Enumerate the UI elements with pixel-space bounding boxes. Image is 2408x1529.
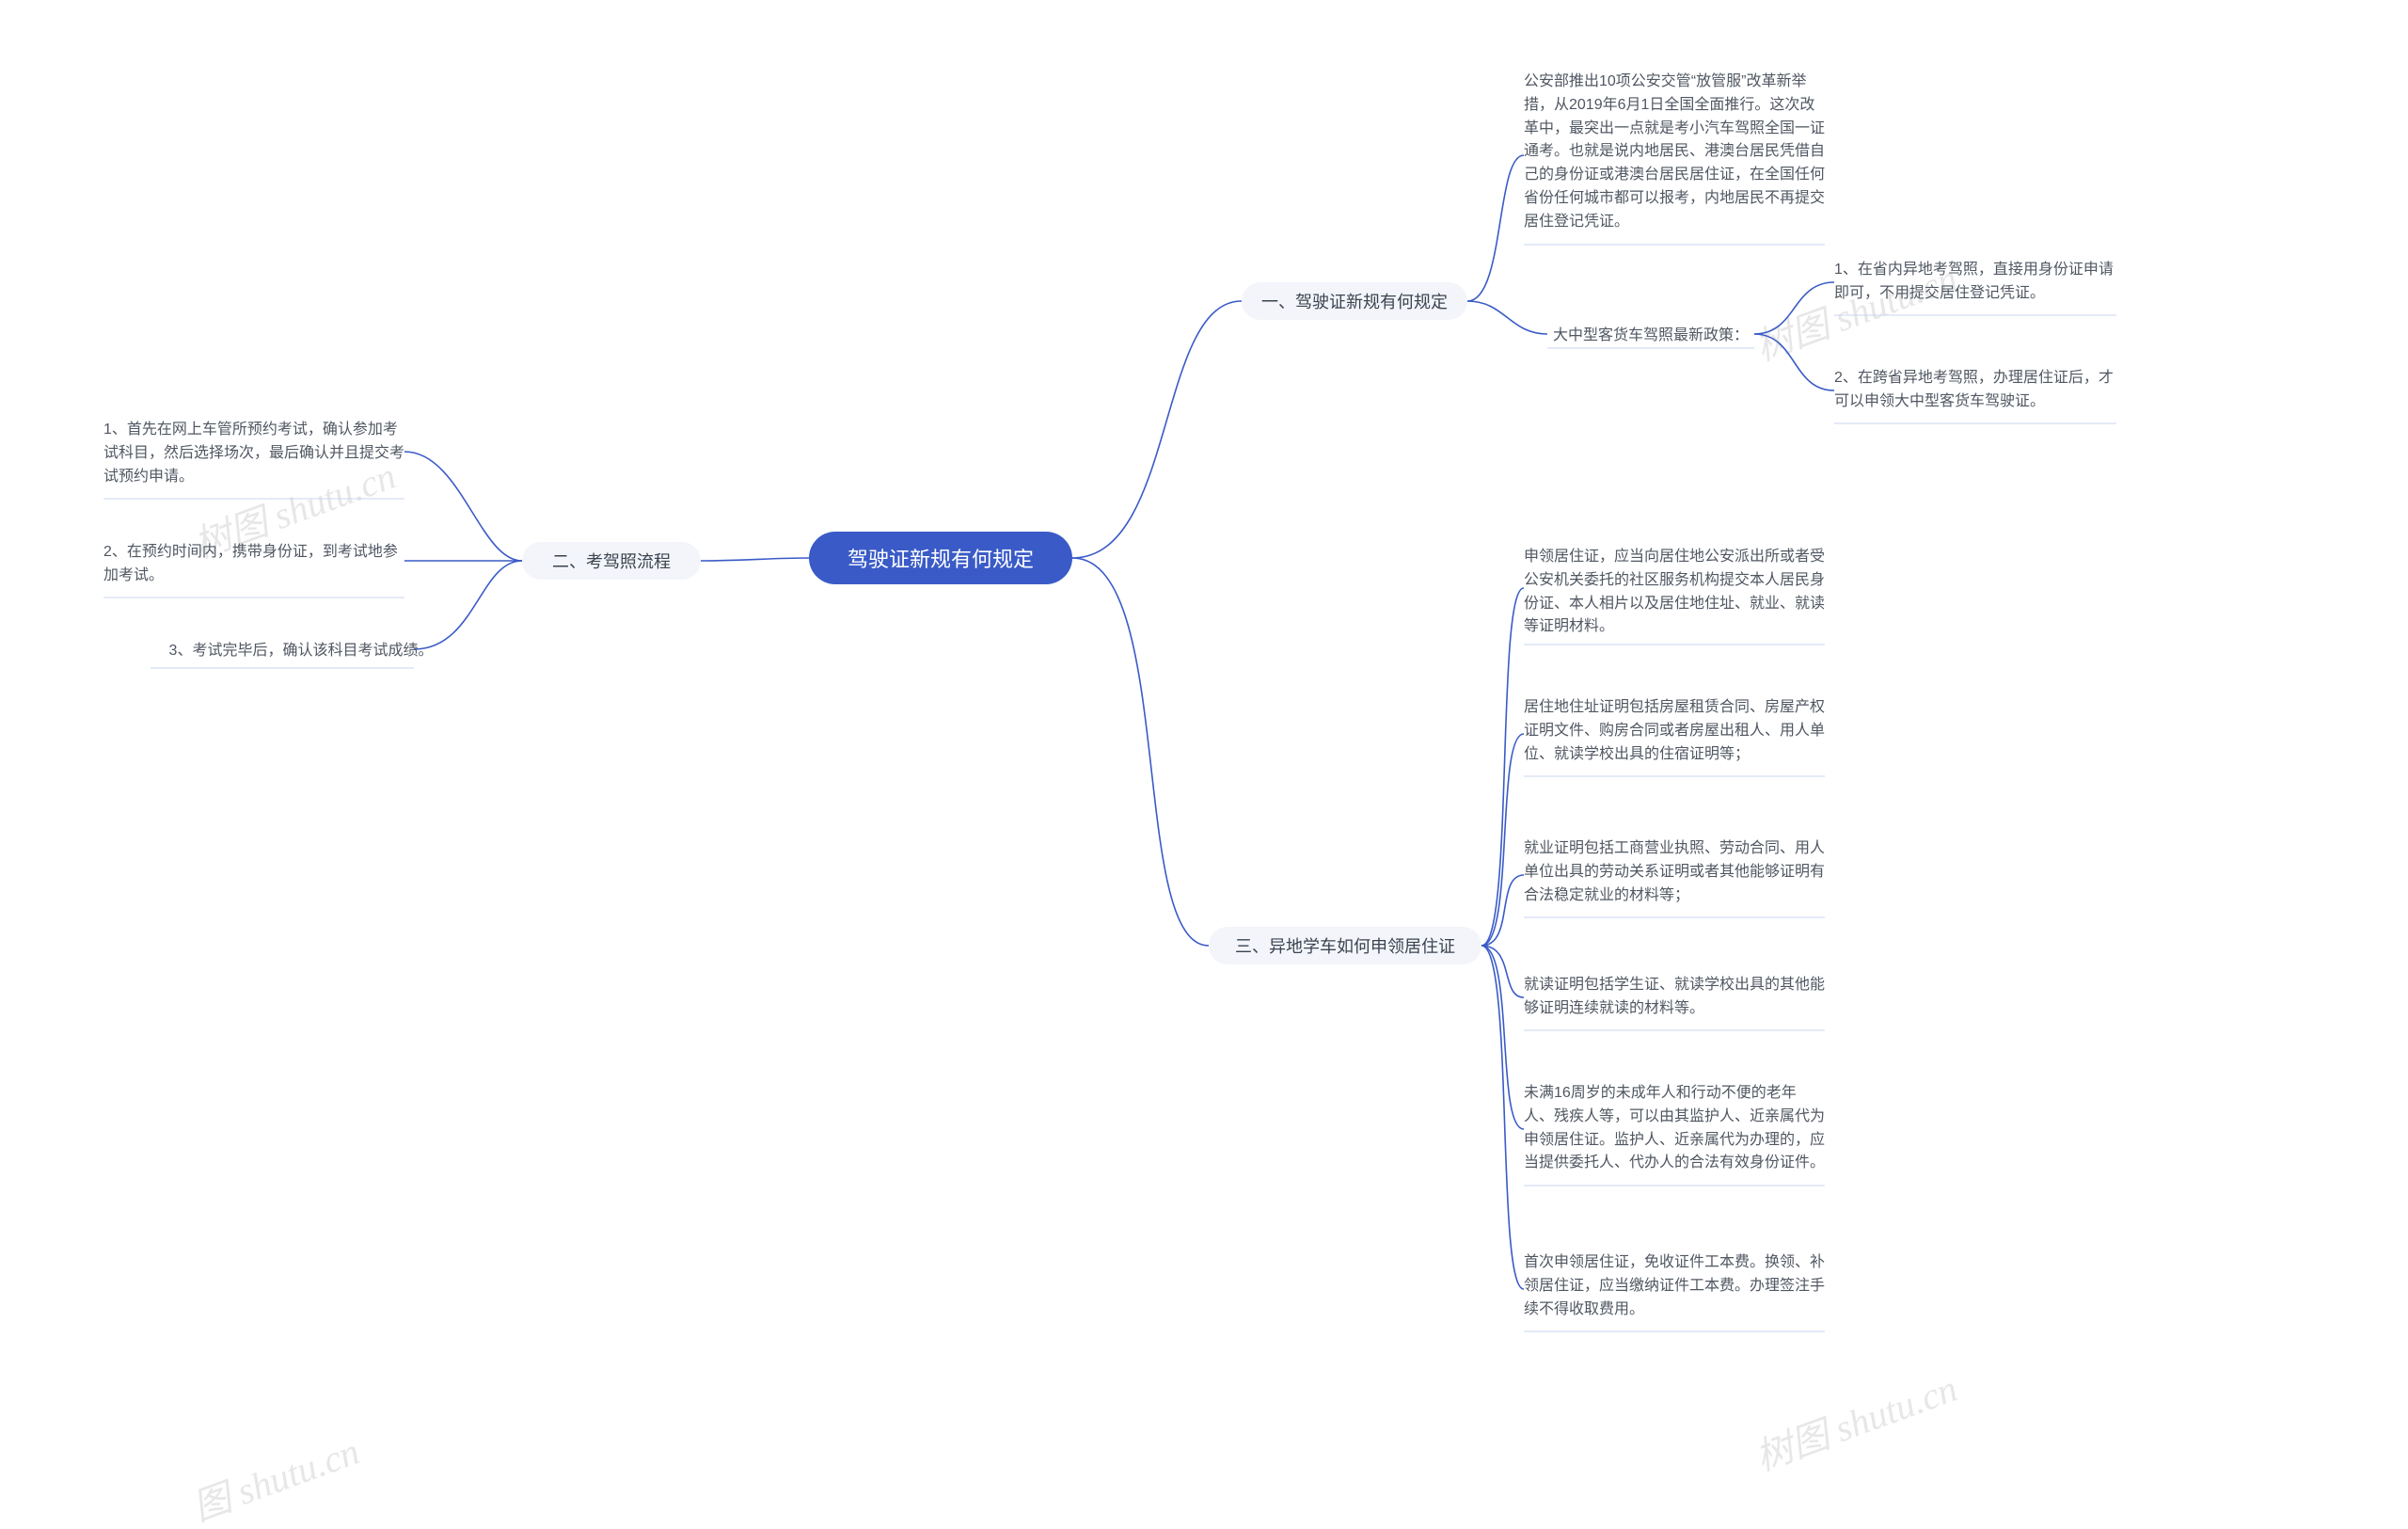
root-label: 驾驶证新规有何规定 xyxy=(848,543,1034,573)
leaf-node: 2、在预约时间内，携带身份证，到考试地参加考试。 xyxy=(103,541,404,588)
leaf-text: 1、首先在网上车管所预约考试，确认参加考试科目，然后选择场次，最后确认并且提交考… xyxy=(103,419,404,488)
leaf-text: 2、在跨省异地考驾照，办理居住证后，才可以申领大中型客货车驾驶证。 xyxy=(1834,367,2116,414)
leaf-text: 居住地住址证明包括房屋租赁合同、房屋产权证明文件、购房合同或者房屋出租人、用人单… xyxy=(1524,696,1825,766)
branch-node-regulations: 一、驾驶证新规有何规定 xyxy=(1242,282,1467,320)
leaf-node: 就业证明包括工商营业执照、劳动合同、用人单位出具的劳动关系证明或者其他能够证明有… xyxy=(1524,837,1825,907)
leaf-node: 未满16周岁的未成年人和行动不便的老年人、残疾人等，可以由其监护人、近亲属代为申… xyxy=(1524,1082,1825,1175)
leaf-node: 申领居住证，应当向居住地公安派出所或者受公安机关委托的社区服务机构提交本人居民身… xyxy=(1524,546,1825,639)
branch-node-process: 二、考驾照流程 xyxy=(522,542,701,580)
branch-node-residence: 三、异地学车如何申领居住证 xyxy=(1209,927,1481,964)
leaf-node: 1、在省内异地考驾照，直接用身份证申请即可，不用提交居住登记凭证。 xyxy=(1834,259,2116,306)
leaf-text: 未满16周岁的未成年人和行动不便的老年人、残疾人等，可以由其监护人、近亲属代为申… xyxy=(1524,1082,1825,1175)
leaf-node: 就读证明包括学生证、就读学校出具的其他能够证明连续就读的材料等。 xyxy=(1524,974,1825,1021)
mindmap-canvas: 树图 shutu.cn 树图 shutu.cn 树图 shutu.cn 图 sh… xyxy=(0,0,2408,1529)
leaf-text: 就业证明包括工商营业执照、劳动合同、用人单位出具的劳动关系证明或者其他能够证明有… xyxy=(1524,837,1825,907)
sub-label-node: 大中型客货车驾照最新政策： xyxy=(1547,325,1754,348)
leaf-node: 首次申领居住证，免收证件工本费。换领、补领居住证，应当缴纳证件工本费。办理签注手… xyxy=(1524,1251,1825,1321)
watermark-text: 图 shutu.cn xyxy=(184,1421,366,1529)
leaf-text: 2、在预约时间内，携带身份证，到考试地参加考试。 xyxy=(103,541,404,588)
sub-label: 大中型客货车驾照最新政策： xyxy=(1553,325,1749,348)
leaf-node: 3、考试完毕后，确认该科目考试成绩。 xyxy=(150,640,452,663)
branch-label: 三、异地学车如何申领居住证 xyxy=(1235,933,1455,958)
connectors-svg xyxy=(0,0,2408,1529)
leaf-node: 2、在跨省异地考驾照，办理居住证后，才可以申领大中型客货车驾驶证。 xyxy=(1834,367,2116,414)
leaf-text: 3、考试完毕后，确认该科目考试成绩。 xyxy=(169,640,434,663)
root-node: 驾驶证新规有何规定 xyxy=(809,532,1072,584)
leaf-node: 1、首先在网上车管所预约考试，确认参加考试科目，然后选择场次，最后确认并且提交考… xyxy=(103,419,404,488)
leaf-text: 就读证明包括学生证、就读学校出具的其他能够证明连续就读的材料等。 xyxy=(1524,974,1825,1021)
leaf-node: 公安部推出10项公安交管“放管服”改革新举措，从2019年6月1日全国全面推行。… xyxy=(1524,71,1825,234)
branch-label: 二、考驾照流程 xyxy=(552,549,671,573)
leaf-text: 首次申领居住证，免收证件工本费。换领、补领居住证，应当缴纳证件工本费。办理签注手… xyxy=(1524,1251,1825,1321)
leaf-text: 申领居住证，应当向居住地公安派出所或者受公安机关委托的社区服务机构提交本人居民身… xyxy=(1524,546,1825,639)
leaf-node: 居住地住址证明包括房屋租赁合同、房屋产权证明文件、购房合同或者房屋出租人、用人单… xyxy=(1524,696,1825,766)
leaf-text: 公安部推出10项公安交管“放管服”改革新举措，从2019年6月1日全国全面推行。… xyxy=(1524,71,1825,234)
watermark-text: 树图 shutu.cn xyxy=(1747,1358,1964,1481)
branch-label: 一、驾驶证新规有何规定 xyxy=(1261,289,1448,313)
leaf-text: 1、在省内异地考驾照，直接用身份证申请即可，不用提交居住登记凭证。 xyxy=(1834,259,2116,306)
